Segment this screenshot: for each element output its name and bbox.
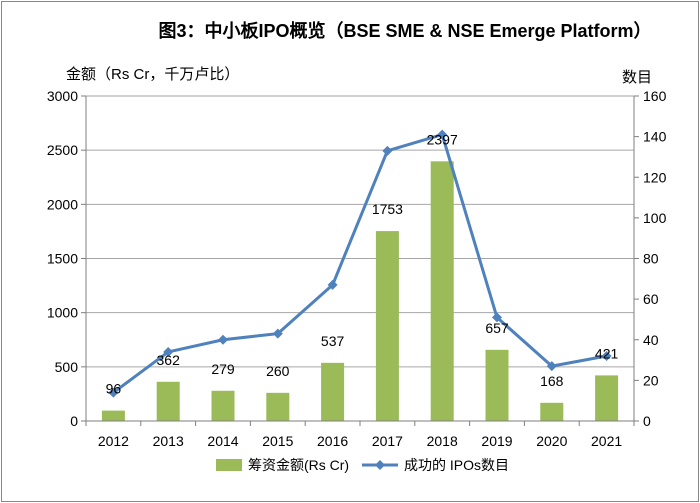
y-right-tick-label: 140 — [643, 129, 667, 145]
bar-value-label: 260 — [266, 363, 290, 379]
y-right-tick-label: 80 — [643, 251, 659, 267]
bar-value-label: 537 — [321, 333, 345, 349]
ipo-count-line — [112, 133, 607, 394]
ipo-count-point-2017 — [382, 145, 393, 156]
x-tick-label: 2020 — [536, 433, 567, 449]
bar-value-label: 421 — [595, 345, 619, 361]
bar-value-label: 168 — [540, 373, 564, 389]
x-tick-label: 2018 — [427, 433, 458, 449]
bar-2020 — [540, 402, 564, 421]
y-right-tick-label: 40 — [643, 332, 659, 348]
bar-value-label: 362 — [157, 352, 181, 368]
y-left-tick-label: 500 — [55, 359, 79, 375]
legend-swatch-marker — [375, 460, 385, 470]
x-tick-label: 2019 — [481, 433, 512, 449]
bar-2021 — [595, 375, 619, 421]
ipo-count-point-2014 — [218, 334, 228, 345]
x-tick-label: 2013 — [153, 433, 184, 449]
axes: 0 500 1000 1500 2000 2500 3000 0 20 40 60 80 100 120 1… — [47, 88, 667, 449]
bar-2019 — [485, 349, 509, 421]
bar-value-label: 2397 — [427, 131, 458, 147]
y-right-tick-label: 20 — [643, 372, 659, 388]
ipo-count-point-2016 — [327, 279, 338, 290]
y-right-axis-title: 数目 — [622, 69, 652, 86]
bar-2015 — [266, 392, 290, 421]
x-tick-label: 2021 — [591, 433, 622, 449]
data-labels: 96 362 279 260 537 1753 2397 657 168 421 — [106, 131, 619, 396]
ipo-count-point-2015 — [272, 328, 283, 339]
y-right-tick-label: 60 — [643, 291, 659, 307]
bar-value-label: 657 — [485, 320, 509, 336]
bar-2017 — [375, 231, 399, 421]
ipo-count-point-2021 — [601, 351, 612, 361]
ipo-count-point-2012 — [108, 387, 119, 398]
ipo-count-point-2019 — [492, 312, 502, 323]
x-tick-label: 2012 — [98, 433, 129, 449]
bar-2013 — [156, 381, 180, 421]
bar-value-label: 1753 — [372, 201, 403, 217]
x-tick-label: 2015 — [262, 433, 293, 449]
bar-2016 — [321, 362, 345, 421]
legend-label-line: 成功的 IPOs数目 — [404, 457, 509, 473]
y-right-tick-label: 120 — [643, 169, 667, 185]
ipo-count-point-2013 — [163, 346, 174, 357]
y-right-tick-label: 0 — [643, 413, 651, 429]
x-tick-label: 2017 — [372, 433, 403, 449]
line-series — [108, 129, 612, 398]
bar-value-label: 279 — [211, 361, 235, 377]
y-left-tick-label: 1500 — [47, 251, 78, 267]
y-left-tick-label: 2500 — [47, 142, 78, 158]
ipo-count-point-2020 — [546, 361, 557, 372]
y-left-axis-title: 金额（Rs Cr，千万卢比） — [66, 66, 239, 83]
chart-title: 图3：中小板IPO概览（BSE SME & NSE Emerge Platfor… — [158, 20, 651, 41]
y-left-tick-label: 1000 — [47, 305, 78, 321]
y-left-tick-label: 0 — [70, 413, 78, 429]
y-right-tick-label: 160 — [643, 88, 667, 104]
legend: 筹资金额(Rs Cr) 成功的 IPOs数目 — [216, 457, 509, 473]
bar-value-label: 96 — [106, 381, 122, 397]
x-tick-label: 2014 — [207, 433, 238, 449]
x-tick-label: 2016 — [317, 433, 348, 449]
ipo-count-point-2018 — [437, 129, 448, 140]
legend-swatch-bar — [216, 459, 242, 471]
bar-series — [101, 161, 619, 421]
bar-2014 — [211, 390, 235, 421]
y-left-tick-label: 2000 — [47, 196, 78, 212]
bar-2018 — [430, 161, 454, 421]
gridlines — [86, 95, 634, 368]
bar-2012 — [101, 410, 125, 421]
y-left-tick-label: 3000 — [47, 88, 78, 104]
y-right-tick-label: 100 — [643, 210, 667, 226]
legend-label-bar: 筹资金额(Rs Cr) — [248, 457, 349, 473]
